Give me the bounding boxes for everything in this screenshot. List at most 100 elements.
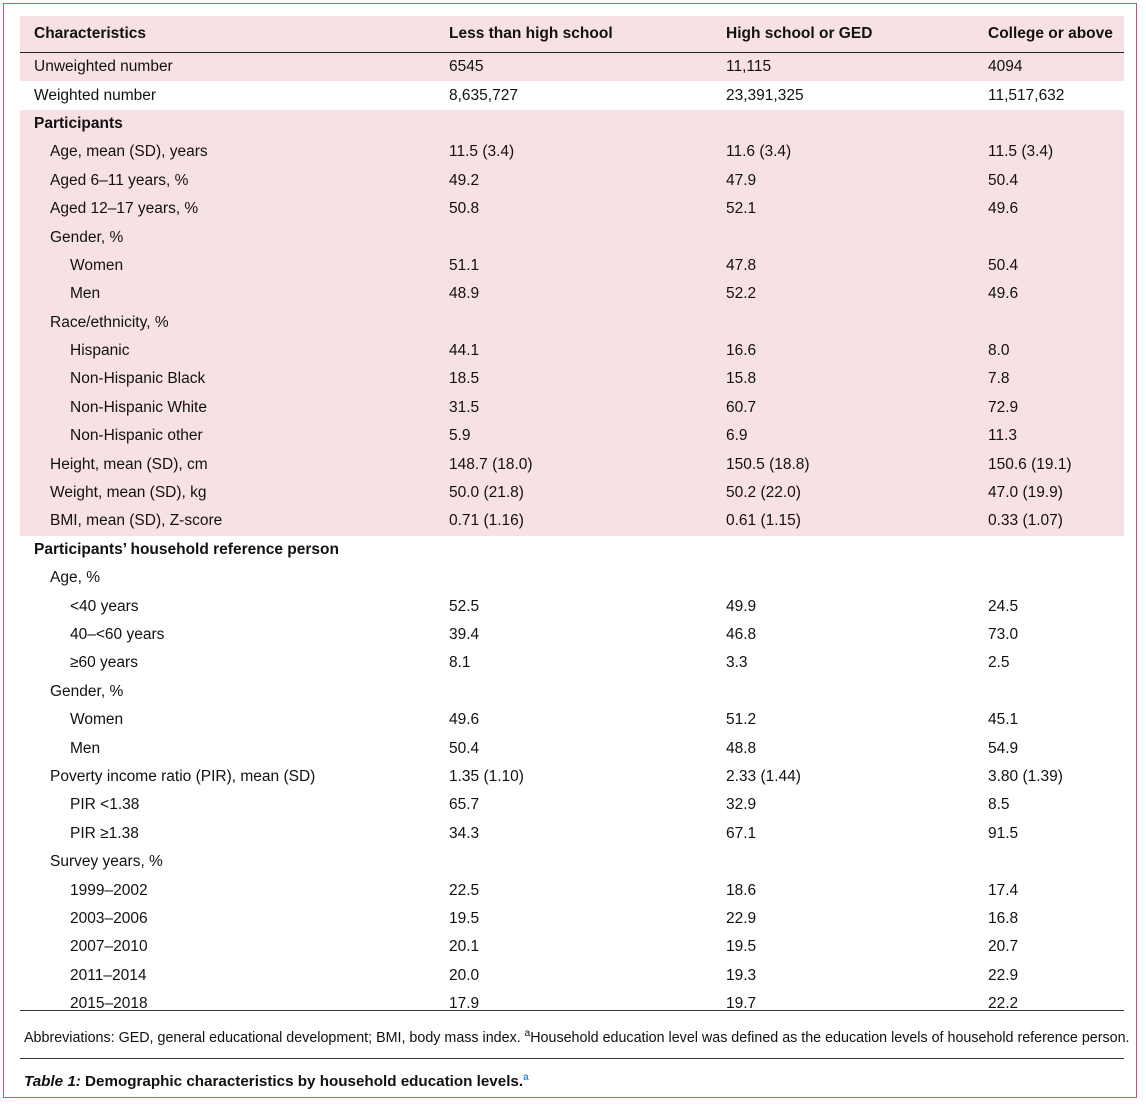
row-label: Women: [20, 705, 427, 735]
cell-college-or-above: 22.9: [974, 961, 1124, 990]
caption-footnote-link[interactable]: a: [523, 1071, 529, 1083]
table-body: Unweighted number 6545 11,115 4094 Weighted …: [20, 52, 1124, 1019]
cell-high-school-or-ged: [710, 535, 974, 565]
cell-college-or-above: 73.0: [974, 620, 1124, 650]
cell-high-school-or-ged: 19.3: [710, 961, 974, 990]
cell-high-school-or-ged: 18.6: [710, 876, 974, 905]
cell-high-school-or-ged: 52.1: [710, 194, 974, 224]
cell-college-or-above: 11,517,632: [974, 81, 1124, 110]
row-label: 2015–2018: [20, 989, 427, 1019]
table-row: PIR <1.38 65.7 32.9 8.5: [20, 791, 1124, 820]
row-label: Women: [20, 251, 427, 281]
footnote-marker: a: [524, 1028, 531, 1040]
cell-high-school-or-ged: [710, 847, 974, 877]
cell-high-school-or-ged: 60.7: [710, 393, 974, 423]
table-row: Aged 12–17 years, % 50.8 52.1 49.6: [20, 194, 1124, 224]
row-label: Participants’ household reference person: [20, 535, 427, 565]
row-label: Race/ethnicity, %: [20, 308, 427, 337]
table-row: Hispanic 44.1 16.6 8.0: [20, 336, 1124, 366]
header-less-than-high-school: Less than high school: [427, 16, 710, 53]
cell-high-school-or-ged: 2.33 (1.44): [710, 762, 974, 792]
cell-high-school-or-ged: 49.9: [710, 592, 974, 621]
cell-less-than-high-school: 31.5: [427, 393, 710, 423]
cell-high-school-or-ged: 19.7: [710, 989, 974, 1019]
table-row: Survey years, %: [20, 847, 1124, 877]
table-row: Non-Hispanic Black 18.5 15.8 7.8: [20, 365, 1124, 394]
cell-college-or-above: 4094: [974, 52, 1124, 82]
cell-less-than-high-school: [427, 109, 710, 139]
row-label: 2003–2006: [20, 904, 427, 934]
table-row: Height, mean (SD), cm 148.7 (18.0) 150.5 (…: [20, 450, 1124, 479]
cell-college-or-above: 3.80 (1.39): [974, 762, 1124, 792]
cell-college-or-above: 45.1: [974, 705, 1124, 735]
cell-less-than-high-school: 49.2: [427, 166, 710, 195]
cell-less-than-high-school: 51.1: [427, 251, 710, 281]
cell-college-or-above: 49.6: [974, 194, 1124, 224]
cell-less-than-high-school: 50.4: [427, 734, 710, 763]
cell-high-school-or-ged: 23,391,325: [710, 81, 974, 110]
cell-high-school-or-ged: 6.9: [710, 422, 974, 451]
table-row: 1999–2002 22.5 18.6 17.4: [20, 876, 1124, 905]
cell-high-school-or-ged: 11,115: [710, 52, 974, 82]
caption-label: Table 1:: [24, 1073, 81, 1090]
cell-less-than-high-school: [427, 223, 710, 252]
header-college-or-above: College or above: [974, 16, 1124, 53]
cell-less-than-high-school: 8.1: [427, 649, 710, 678]
row-label: Gender, %: [20, 677, 427, 706]
cell-college-or-above: 54.9: [974, 734, 1124, 763]
cell-less-than-high-school: 148.7 (18.0): [427, 450, 710, 479]
abbreviations-text: Abbreviations: GED, general educational …: [24, 1030, 525, 1046]
cell-less-than-high-school: 5.9: [427, 422, 710, 451]
cell-less-than-high-school: 20.1: [427, 933, 710, 962]
header-characteristics: Characteristics: [20, 16, 427, 53]
table-row: Aged 6–11 years, % 49.2 47.9 50.4: [20, 166, 1124, 195]
cell-high-school-or-ged: 32.9: [710, 791, 974, 820]
cell-college-or-above: 11.5 (3.4): [974, 138, 1124, 167]
row-label: BMI, mean (SD), Z-score: [20, 507, 427, 536]
cell-high-school-or-ged: 47.8: [710, 251, 974, 281]
cell-less-than-high-school: 20.0: [427, 961, 710, 990]
cell-college-or-above: 8.5: [974, 791, 1124, 820]
row-label: Height, mean (SD), cm: [20, 450, 427, 479]
cell-less-than-high-school: 52.5: [427, 592, 710, 621]
row-label: PIR <1.38: [20, 791, 427, 820]
cell-high-school-or-ged: [710, 109, 974, 139]
cell-less-than-high-school: 22.5: [427, 876, 710, 905]
table-row: Age, mean (SD), years 11.5 (3.4) 11.6 (3.4…: [20, 138, 1124, 167]
row-label: Age, %: [20, 564, 427, 593]
row-label: Aged 12–17 years, %: [20, 194, 427, 224]
cell-less-than-high-school: 0.71 (1.16): [427, 507, 710, 536]
table-row: Race/ethnicity, %: [20, 308, 1124, 337]
table-row: PIR ≥1.38 34.3 67.1 91.5: [20, 819, 1124, 848]
cell-less-than-high-school: 39.4: [427, 620, 710, 650]
row-label: Age, mean (SD), years: [20, 138, 427, 167]
table-row: Weighted number 8,635,727 23,391,325 11,517…: [20, 81, 1124, 110]
row-label: Survey years, %: [20, 847, 427, 877]
cell-high-school-or-ged: 3.3: [710, 649, 974, 678]
table-row: Unweighted number 6545 11,115 4094: [20, 52, 1124, 82]
cell-less-than-high-school: 50.8: [427, 194, 710, 224]
row-label: Aged 6–11 years, %: [20, 166, 427, 195]
cell-college-or-above: 2.5: [974, 649, 1124, 678]
cell-high-school-or-ged: 51.2: [710, 705, 974, 735]
cell-college-or-above: 11.3: [974, 422, 1124, 451]
table-row: Men 48.9 52.2 49.6: [20, 280, 1124, 309]
cell-high-school-or-ged: [710, 223, 974, 252]
table-row: Women 49.6 51.2 45.1: [20, 705, 1124, 735]
row-label: Weight, mean (SD), kg: [20, 478, 427, 508]
row-label: PIR ≥1.38: [20, 819, 427, 848]
cell-less-than-high-school: 50.0 (21.8): [427, 478, 710, 508]
cell-college-or-above: 8.0: [974, 336, 1124, 366]
cell-college-or-above: 17.4: [974, 876, 1124, 905]
table-caption: Table 1: Demographic characteristics by …: [24, 1071, 529, 1090]
cell-high-school-or-ged: 19.5: [710, 933, 974, 962]
cell-high-school-or-ged: 50.2 (22.0): [710, 478, 974, 508]
table-row: Non-Hispanic other 5.9 6.9 11.3: [20, 422, 1124, 451]
row-label: 40–<60 years: [20, 620, 427, 650]
cell-less-than-high-school: 18.5: [427, 365, 710, 394]
row-label: Gender, %: [20, 223, 427, 252]
row-label: Non-Hispanic other: [20, 422, 427, 451]
cell-college-or-above: [974, 564, 1124, 593]
table-header-row: Characteristics Less than high school Hi…: [20, 16, 1124, 53]
table-row: Gender, %: [20, 677, 1124, 706]
